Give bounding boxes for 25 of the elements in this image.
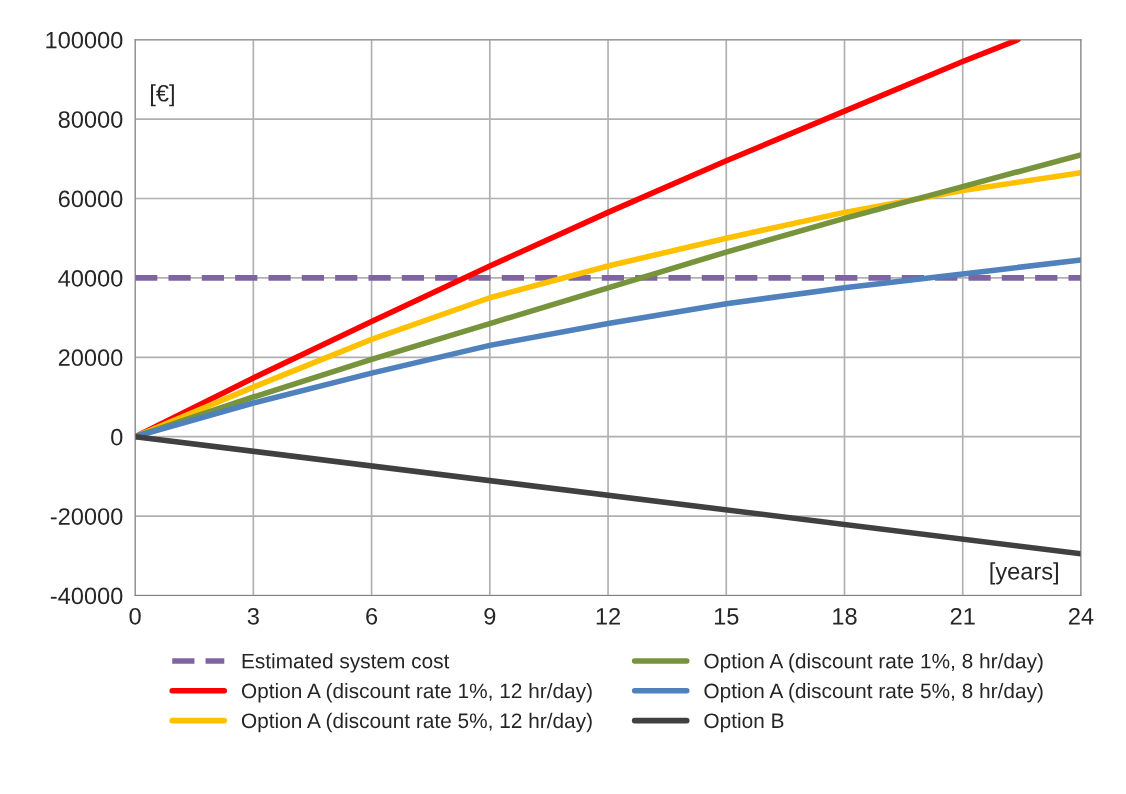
legend-label: Option A (discount rate 1%, 8 hr/day) bbox=[704, 653, 1043, 673]
y-tick-label: 40000 bbox=[58, 269, 123, 287]
x-tick-label: 6 bbox=[366, 607, 378, 625]
y-tick-label: 0 bbox=[111, 428, 123, 446]
x-tick-label: 21 bbox=[950, 607, 975, 625]
x-tick-label: 18 bbox=[833, 607, 857, 625]
y-tick-label: -40000 bbox=[50, 587, 123, 605]
legend-label: Option B bbox=[704, 712, 784, 733]
y-axis-title: [€] bbox=[150, 84, 174, 107]
legend-label: Estimated system cost bbox=[242, 653, 450, 673]
y-tick-label: 100000 bbox=[46, 31, 123, 49]
legend-label: Option A (discount rate 1%, 12 hr/day) bbox=[241, 682, 592, 703]
legend-label: Option A (discount rate 5%, 8 hr/day) bbox=[704, 682, 1043, 703]
x-axis-title: [years] bbox=[990, 562, 1058, 585]
x-tick-label: 24 bbox=[1069, 607, 1094, 625]
x-tick-label: 3 bbox=[247, 607, 259, 625]
x-tick-label: 9 bbox=[484, 607, 496, 625]
x-tick-label: 0 bbox=[129, 607, 141, 625]
x-tick-label: 15 bbox=[714, 608, 739, 625]
y-tick-label: 80000 bbox=[58, 111, 123, 128]
y-tick-label: -20000 bbox=[50, 508, 123, 525]
y-tick-label: 20000 bbox=[58, 349, 123, 367]
x-tick-label: 12 bbox=[596, 607, 620, 625]
y-tick-label: 60000 bbox=[58, 190, 123, 208]
legend-label: Option A (discount rate 5%, 12 hr/day) bbox=[241, 712, 592, 733]
